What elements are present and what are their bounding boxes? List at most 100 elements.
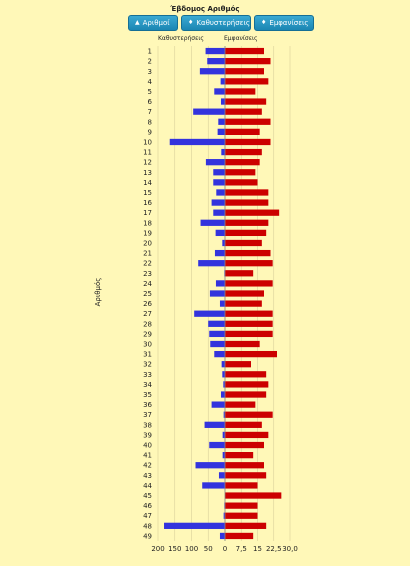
category-label: 37 [143, 411, 152, 419]
bar-appearances [225, 260, 273, 267]
bar-delays [193, 108, 225, 115]
category-label: 46 [143, 502, 152, 510]
bar-delays [198, 260, 225, 267]
bar-appearances [225, 462, 264, 469]
bar-appearances [225, 219, 269, 226]
category-label: 34 [143, 381, 152, 389]
bar-appearances [225, 199, 269, 206]
category-label: 30 [143, 341, 152, 349]
sort-by-delays-label: Καθυστερήσεις [196, 19, 250, 27]
bar-appearances [225, 361, 251, 368]
bar-appearances [225, 88, 256, 95]
sort-up-icon: ▲ [135, 19, 140, 26]
bar-delays [222, 371, 225, 378]
sort-by-number-button[interactable]: ▲ Αριθμοί [128, 15, 178, 31]
category-label: 22 [143, 260, 152, 268]
bar-delays [205, 159, 225, 166]
bar-delays [218, 118, 225, 125]
bar-appearances [225, 421, 262, 428]
category-label: 40 [143, 442, 152, 450]
bar-delays [214, 88, 225, 95]
bar-appearances [225, 472, 267, 479]
category-label: 12 [143, 159, 152, 167]
bar-delays [209, 330, 225, 338]
x-tick-label-left: 50 [204, 545, 213, 553]
bar-delays [207, 58, 225, 65]
category-label: 24 [143, 280, 152, 288]
category-label: 43 [143, 472, 152, 480]
bar-delays [220, 391, 225, 398]
category-label: 26 [143, 300, 152, 308]
bar-delays [223, 411, 225, 418]
x-tick-label-right: 22,5 [266, 545, 282, 553]
sort-button-group: ▲ Αριθμοί ♦ Καθυστερήσεις ♦ Εμφανίσεις [128, 15, 314, 31]
category-label: 6 [148, 98, 153, 106]
bar-delays [213, 169, 225, 176]
bar-appearances [225, 492, 282, 499]
bar-appearances [225, 310, 273, 317]
sort-icon: ♦ [188, 19, 194, 26]
bar-appearances [225, 98, 267, 105]
bar-appearances [225, 229, 267, 237]
category-label: 19 [143, 229, 152, 237]
bar-delays [213, 179, 225, 186]
bar-delays [223, 381, 225, 388]
category-label: 23 [143, 270, 152, 278]
category-label: 14 [143, 179, 152, 187]
bar-delays [202, 482, 225, 489]
bar-appearances [225, 371, 267, 378]
bar-appearances [225, 209, 280, 216]
bar-delays [221, 148, 225, 156]
bar-appearances [225, 118, 271, 125]
bar-appearances [225, 128, 260, 135]
sort-by-delays-button[interactable]: ♦ Καθυστερήσεις [181, 15, 251, 31]
bar-appearances [225, 452, 254, 459]
bar-delays [213, 209, 225, 216]
bar-delays [221, 361, 225, 368]
bar-appearances [225, 108, 262, 115]
category-label: 45 [143, 492, 152, 500]
bar-appearances [225, 502, 258, 509]
bar-delays [209, 441, 225, 449]
category-label: 49 [143, 532, 152, 540]
bar-delays [214, 249, 225, 257]
category-label: 47 [143, 512, 152, 520]
bar-appearances [225, 290, 264, 297]
bar-delays [223, 512, 225, 519]
bar-appearances [225, 391, 267, 398]
x-tick-label-right: 15 [253, 545, 262, 553]
legend-delays: Καθυστερήσεις [158, 35, 204, 42]
x-tick-label-right: 7,5 [236, 545, 247, 553]
category-label: 41 [143, 452, 152, 460]
category-label: 13 [143, 169, 152, 177]
sort-by-appearances-button[interactable]: ♦ Εμφανίσεις [254, 15, 314, 31]
bar-appearances [225, 300, 262, 307]
category-label: 9 [148, 128, 152, 136]
category-label: 32 [143, 361, 152, 369]
bar-appearances [225, 431, 269, 439]
bar-delays [195, 462, 225, 469]
category-label: 20 [143, 239, 152, 247]
bar-delays [200, 219, 225, 226]
category-label: 15 [143, 189, 152, 197]
bar-appearances [225, 280, 273, 287]
bar-appearances [225, 270, 254, 277]
bar-delays [204, 421, 225, 428]
page-title: Έβδομος Αριθμός [170, 5, 240, 13]
category-label: 21 [143, 250, 152, 258]
category-label: 36 [143, 401, 152, 409]
bar-appearances [225, 350, 277, 358]
category-label: 10 [143, 138, 152, 146]
category-label: 8 [148, 118, 152, 126]
category-label: 35 [143, 391, 152, 399]
bar-appearances [225, 47, 264, 55]
x-tick-label-left: 200 [151, 545, 164, 553]
bar-appearances [225, 411, 273, 418]
bar-delays [220, 78, 225, 85]
bar-delays [169, 138, 225, 146]
bar-delays [220, 98, 225, 105]
bar-delays [194, 310, 225, 317]
category-label: 28 [143, 320, 152, 328]
bar-delays [211, 401, 225, 408]
